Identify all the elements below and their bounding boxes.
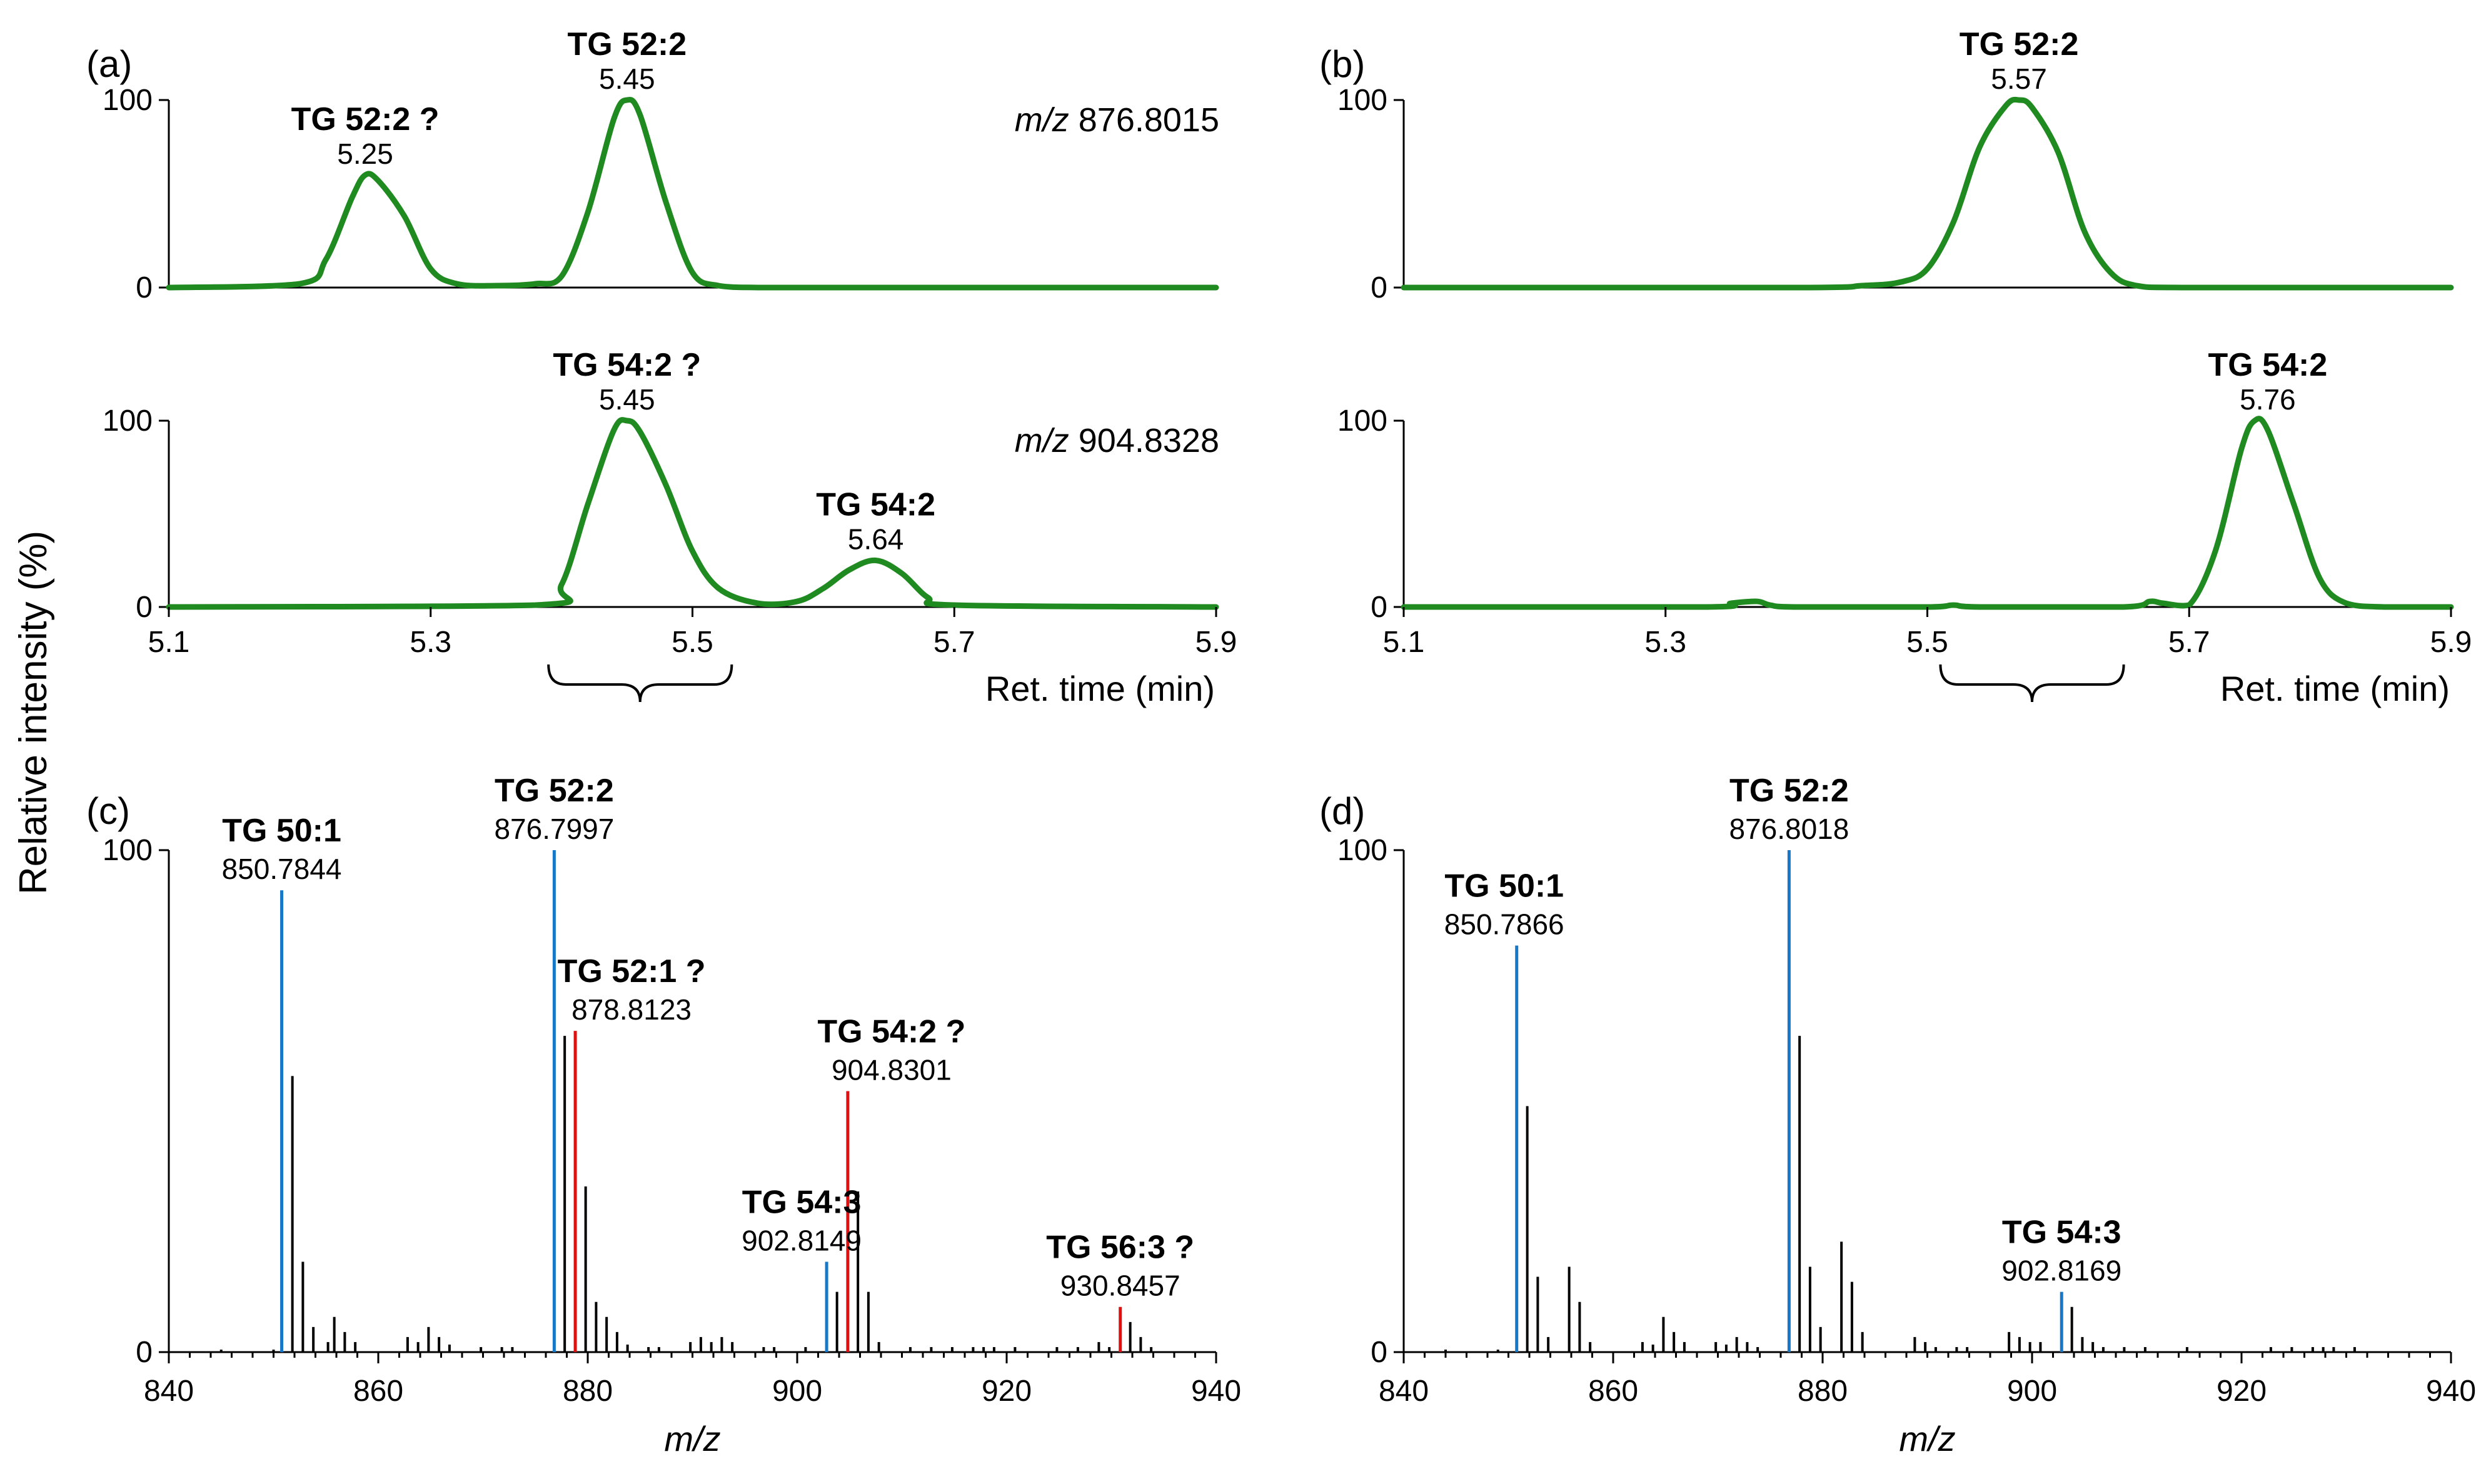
x-tick-label: 940 — [2426, 1375, 2476, 1408]
y-tick-label: 0 — [136, 591, 153, 624]
peak-lipid-label: TG 52:1 ? — [558, 953, 706, 990]
peak-lipid-label: TG 54:3 — [2002, 1215, 2121, 1251]
y-tick-label: 0 — [1371, 591, 1387, 624]
x-tick-label: 5.5 — [1906, 626, 1948, 659]
peak-mz-label: 878.8123 — [571, 993, 692, 1026]
peak-lipid-label: TG 50:1 — [222, 813, 341, 849]
y-tick-label: 100 — [1337, 84, 1387, 117]
x-tick-label: 860 — [1588, 1375, 1638, 1408]
x-tick-label: 5.5 — [672, 626, 713, 659]
x-tick-label: 5.1 — [1383, 626, 1425, 659]
peak-mz-label: 902.8169 — [2001, 1255, 2121, 1287]
x-tick-label: 5.1 — [148, 626, 190, 659]
peak-rt-label: 5.57 — [1991, 63, 2047, 95]
peak-rt-label: 5.25 — [337, 138, 393, 170]
panel-label: (b) — [1319, 43, 1365, 85]
panel-label: (a) — [86, 43, 132, 85]
y-tick-label: 100 — [103, 404, 153, 438]
y-axis-title: Relative intensity (%) — [12, 531, 55, 895]
mz-annotation: m/z 876.8015 — [1015, 101, 1219, 139]
chromatogram-trace — [166, 96, 1219, 291]
rt-window-brace — [1939, 664, 2125, 703]
x-tick-label: 880 — [1798, 1375, 1848, 1408]
x-tick-label: 920 — [982, 1375, 1032, 1408]
x-axis-title: m/z — [1899, 1419, 1955, 1458]
peak-mz-label: 876.7997 — [494, 813, 614, 845]
peak-mz-label: 904.8301 — [832, 1053, 952, 1086]
peak-lipid-label: TG 52:2 — [1729, 773, 1849, 809]
y-tick-label: 100 — [1337, 404, 1387, 438]
x-tick-label: 5.3 — [1644, 626, 1686, 659]
y-tick-label: 0 — [136, 1336, 153, 1369]
x-tick-label: 860 — [353, 1375, 403, 1408]
peak-rt-label: 5.64 — [848, 523, 904, 556]
x-tick-label: 940 — [1191, 1375, 1241, 1408]
y-tick-label: 100 — [103, 834, 153, 867]
peak-lipid-label: TG 52:2 — [495, 773, 614, 809]
peak-lipid-label: TG 56:3 ? — [1046, 1230, 1194, 1266]
x-tick-label: 5.3 — [410, 626, 451, 659]
peak-lipid-label: TG 52:2 — [567, 26, 687, 63]
chromatogram-trace — [1401, 96, 2454, 291]
x-axis-title: m/z — [664, 1419, 720, 1458]
peak-mz-label: 930.8457 — [1060, 1270, 1180, 1302]
mz-value: 904.8328 — [1079, 422, 1219, 459]
mz-value: 876.8015 — [1079, 101, 1219, 139]
peak-lipid-label: TG 52:2 — [1960, 26, 2079, 63]
x-tick-label: 900 — [2007, 1375, 2057, 1408]
y-tick-label: 0 — [136, 271, 153, 304]
y-tick-label: 100 — [1337, 834, 1387, 867]
x-tick-label: 5.9 — [2430, 626, 2472, 659]
y-tick-label: 0 — [1371, 1336, 1387, 1369]
x-tick-label: 5.7 — [934, 626, 975, 659]
y-tick-label: 100 — [103, 84, 153, 117]
peak-lipid-label: TG 54:3 — [742, 1184, 862, 1220]
x-axis-title: Ret. time (min) — [985, 669, 1215, 708]
x-tick-label: 900 — [772, 1375, 822, 1408]
x-tick-label: 920 — [2217, 1375, 2267, 1408]
peak-rt-label: 5.45 — [599, 383, 655, 416]
x-tick-label: 840 — [144, 1375, 194, 1408]
peak-mz-label: 876.8018 — [1729, 813, 1849, 845]
x-tick-label: 5.9 — [1195, 626, 1237, 659]
peak-lipid-label: TG 50:1 — [1444, 868, 1564, 905]
peak-lipid-label: TG 54:2 — [2208, 347, 2328, 383]
chromatogram-trace — [1401, 416, 2454, 610]
mz-annotation: m/z 904.8328 — [1015, 422, 1219, 459]
rt-window-brace — [547, 664, 733, 703]
peak-mz-label: 850.7844 — [222, 853, 342, 885]
peak-mz-label: 902.8149 — [742, 1224, 862, 1256]
peak-lipid-label: TG 54:2 ? — [817, 1013, 965, 1050]
x-tick-label: 840 — [1379, 1375, 1429, 1408]
peak-rt-label: 5.45 — [599, 63, 655, 95]
peak-lipid-label: TG 52:2 ? — [291, 101, 440, 138]
x-tick-label: 5.7 — [2168, 626, 2210, 659]
peak-rt-label: 5.76 — [2240, 383, 2296, 416]
panel-label: (d) — [1319, 790, 1365, 832]
panel-label: (c) — [86, 790, 130, 832]
x-tick-label: 880 — [563, 1375, 613, 1408]
peak-mz-label: 850.7866 — [1444, 908, 1564, 941]
y-tick-label: 0 — [1371, 271, 1387, 304]
x-axis-title: Ret. time (min) — [2220, 669, 2450, 708]
chromatogram-trace — [166, 417, 1219, 610]
peak-lipid-label: TG 54:2 ? — [553, 347, 701, 383]
peak-lipid-label: TG 54:2 — [816, 487, 935, 523]
